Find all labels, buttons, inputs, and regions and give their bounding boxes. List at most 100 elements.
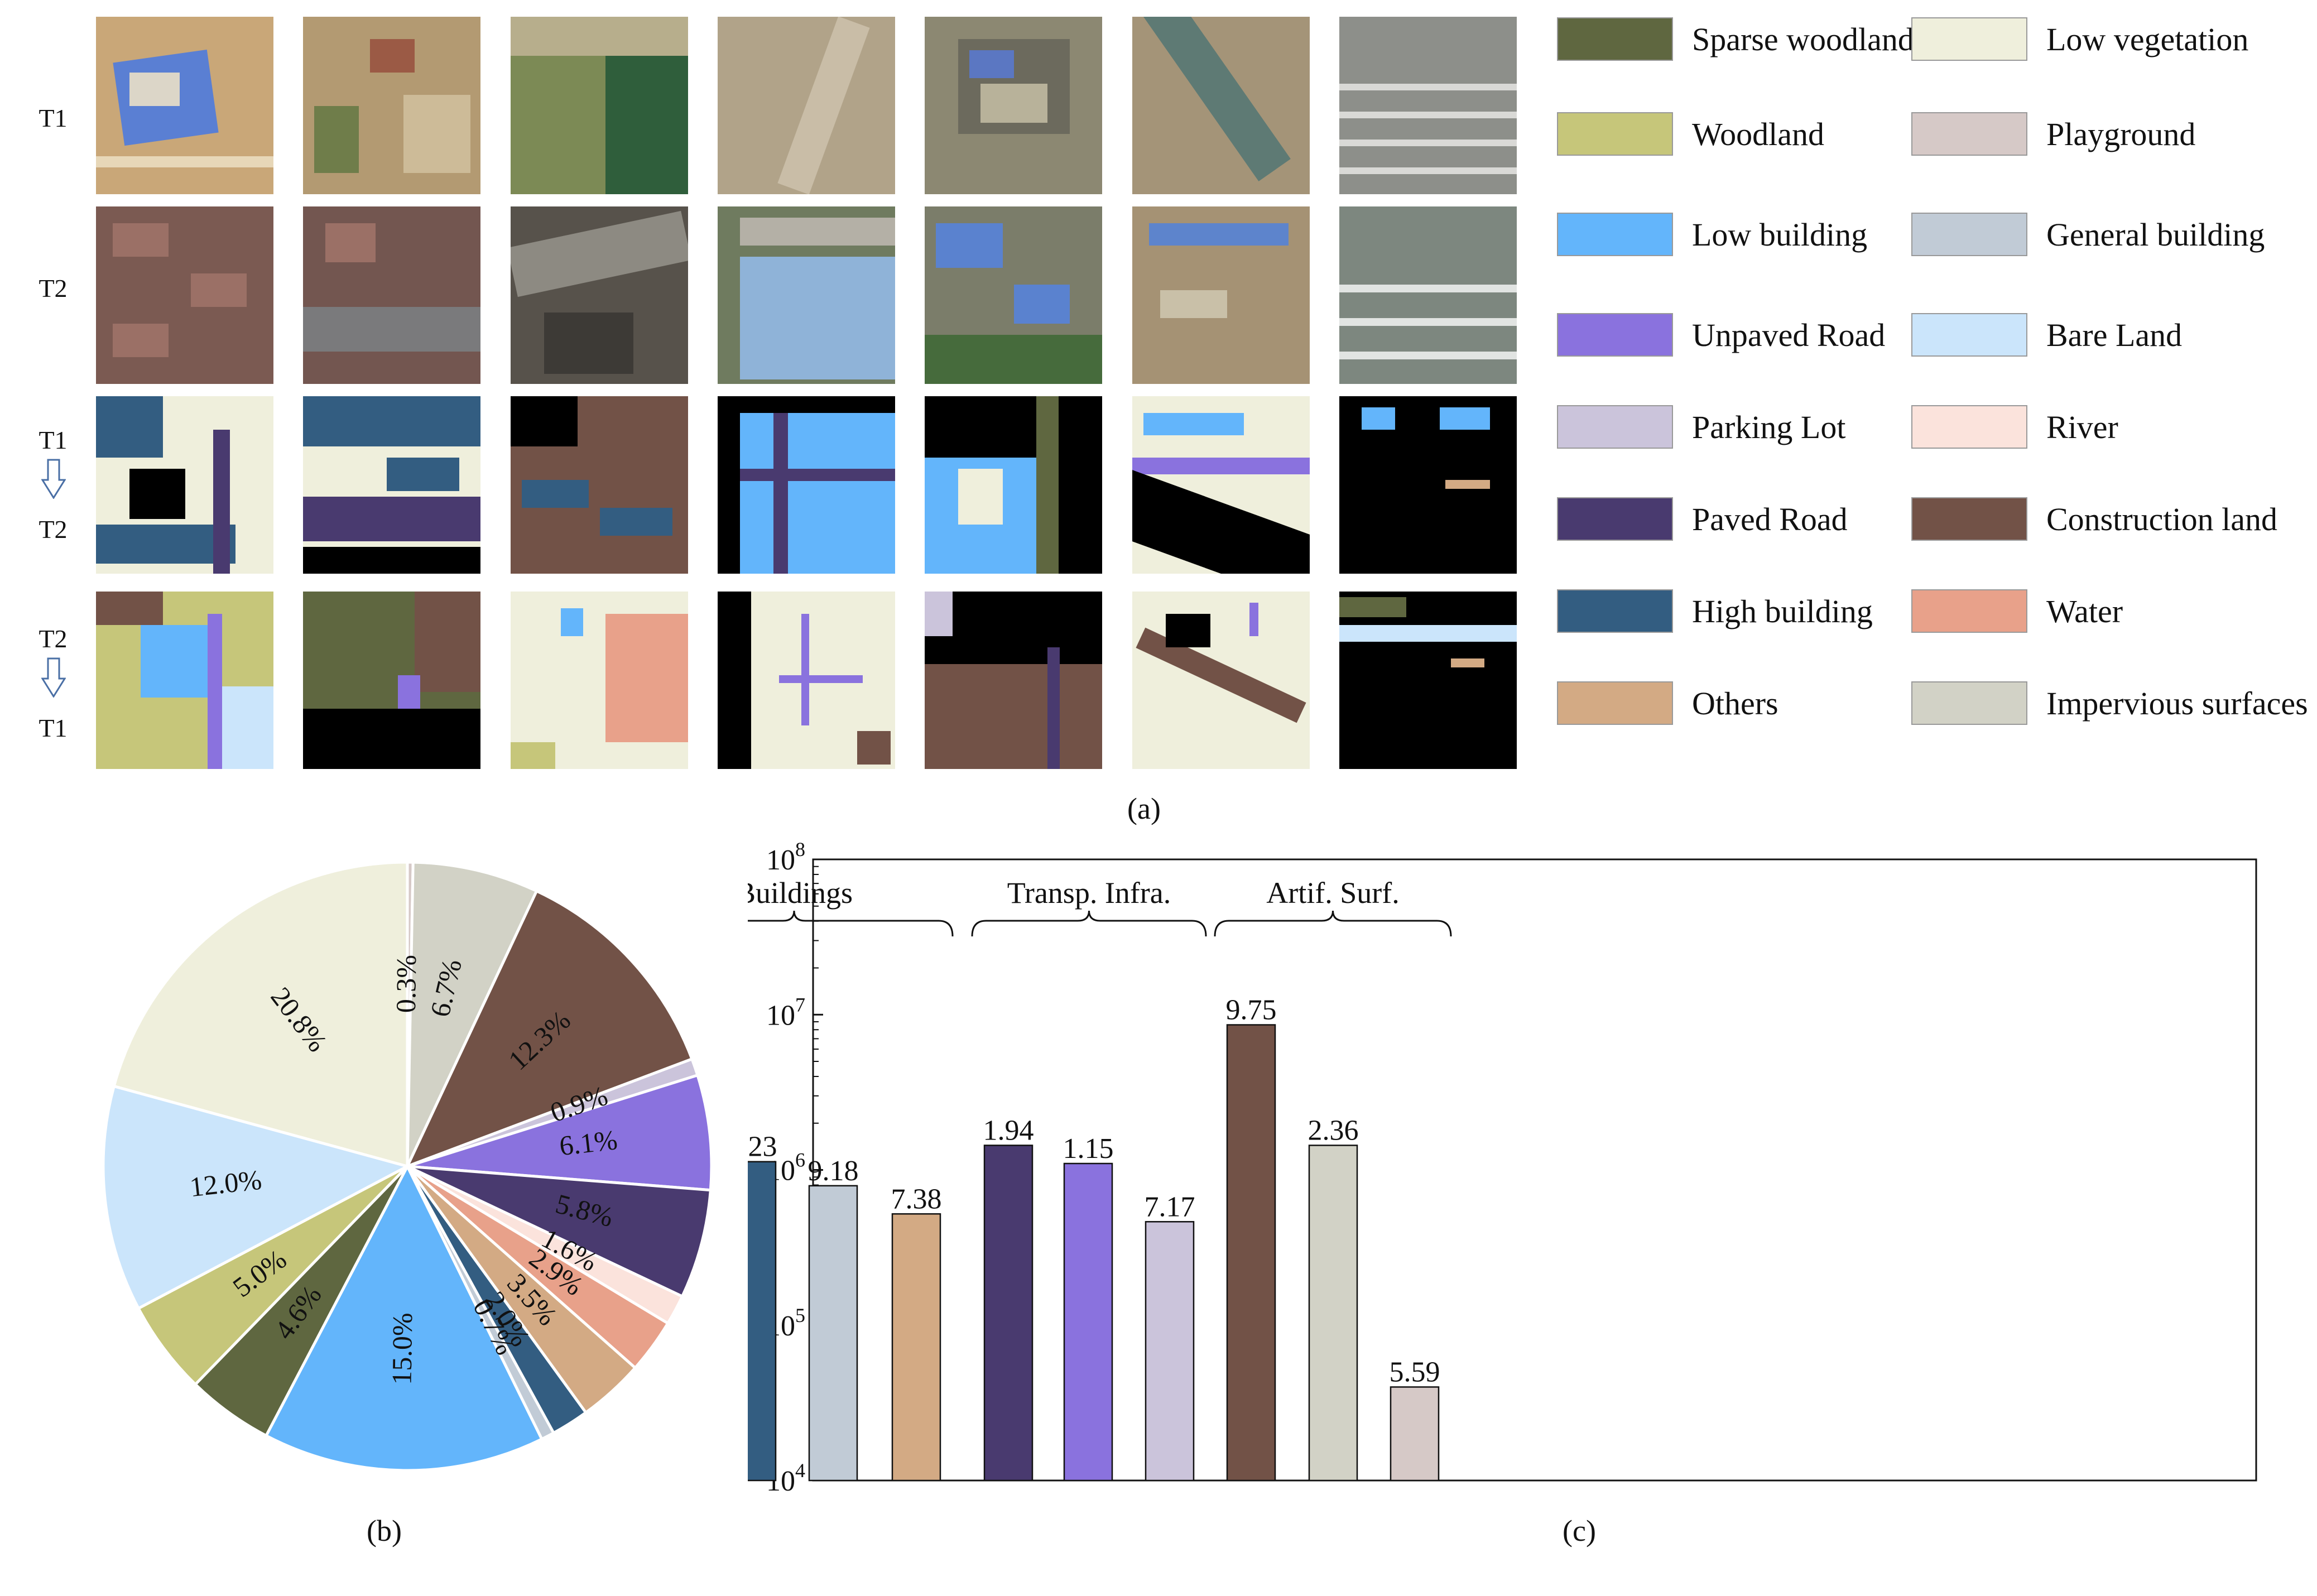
satellite-image-t2 — [718, 206, 895, 384]
change-map-t2-to-t1 — [925, 592, 1102, 769]
legend-label: River — [2046, 408, 2118, 445]
legend-item: Woodland — [1557, 110, 1824, 157]
legend-label: Impervious surfaces — [2046, 685, 2308, 722]
legend-label: Playground — [2046, 116, 2196, 152]
change-map-t2-to-t1 — [511, 592, 688, 769]
bar — [1390, 1386, 1440, 1482]
satellite-image-t1 — [1132, 17, 1310, 194]
row-label-t1-top: T1 — [39, 426, 68, 454]
y-tick-label: 108 — [766, 838, 805, 876]
bar — [983, 1145, 1033, 1482]
legend-label: Bare Land — [2046, 316, 2183, 353]
change-map-t2-to-t1 — [303, 592, 480, 769]
legend-item: Others — [1557, 680, 1778, 727]
legend-item: Construction land — [1911, 496, 2277, 542]
y-tick-label: 107 — [766, 993, 805, 1031]
satellite-image-t1 — [718, 17, 895, 194]
change-map-t1-to-t2 — [925, 396, 1102, 574]
row-label-t2: T2 — [39, 274, 68, 302]
change-map-t1-to-t2 — [511, 396, 688, 574]
satellite-image-t1 — [96, 17, 273, 194]
legend-label: Others — [1692, 685, 1778, 722]
panel-a-caption: (a) — [1127, 792, 1161, 825]
change-map-t1-to-t2 — [1339, 396, 1517, 574]
bar — [748, 1161, 777, 1482]
group-brace — [1214, 910, 1452, 937]
pie-slice-label: 0.3% — [390, 955, 422, 1013]
pie-slice — [102, 1084, 411, 1310]
group-brace — [748, 910, 954, 937]
down-arrow-icon — [41, 459, 66, 499]
legend-label: Water — [2046, 593, 2123, 629]
bar-value-label: 5.59 — [1390, 1356, 1440, 1388]
legend-item: Paved Road — [1557, 496, 1848, 542]
pie-slice — [406, 861, 539, 1167]
legend-label: General building — [2046, 216, 2265, 253]
satellite-image-t2 — [1339, 206, 1517, 384]
bar-value-label: 9.75 — [1226, 994, 1277, 1026]
group-label: Transp. Infra. — [1007, 876, 1171, 910]
bar-value-label: 1.15 — [1063, 1133, 1114, 1165]
satellite-image-t1 — [511, 17, 688, 194]
legend-swatch — [1911, 313, 2027, 357]
pie-slice — [406, 1165, 713, 1299]
satellite-image-t2 — [96, 206, 273, 384]
legend-item: Water — [1911, 588, 2123, 634]
change-map-t1-to-t2 — [303, 396, 480, 574]
legend-swatch — [1911, 681, 2027, 725]
legend-label: Sparse woodland — [1692, 21, 1914, 57]
satellite-image-t2 — [1132, 206, 1310, 384]
legend-item: Bare Land — [1911, 311, 2182, 358]
legend-label: Woodland — [1692, 116, 1824, 152]
change-map-t1-to-t2 — [96, 396, 273, 574]
pie-slice — [193, 1165, 409, 1438]
down-arrow-icon — [41, 657, 66, 698]
legend-item: Parking Lot — [1557, 403, 1845, 450]
change-map-t2-to-t1 — [1339, 592, 1517, 769]
legend-swatch — [1557, 17, 1673, 61]
bar-value-label: 9.18 — [808, 1155, 859, 1187]
satellite-image-t2 — [303, 206, 480, 384]
pie-slice-label: 15.0% — [386, 1313, 419, 1385]
legend-label: Low vegetation — [2046, 21, 2249, 57]
legend-swatch — [1557, 313, 1673, 357]
bar-value-label: 7.17 — [1145, 1191, 1195, 1223]
y-tick-exponent: 4 — [795, 1459, 805, 1482]
pie-chart-caption: (b) — [367, 1514, 402, 1547]
bar-value-label: 2.36 — [1308, 1114, 1359, 1146]
bar — [1226, 1024, 1276, 1482]
legend-swatch — [1557, 589, 1673, 633]
legend-swatch — [1911, 497, 2027, 541]
row-label-t1-bottom: T1 — [39, 714, 68, 742]
legend-label: Low building — [1692, 216, 1868, 253]
legend-item: High building — [1557, 588, 1873, 634]
satellite-image-t1 — [303, 17, 480, 194]
bar — [808, 1185, 858, 1482]
legend-item: Sparse woodland — [1557, 16, 1914, 63]
legend-item: Unpaved Road — [1557, 311, 1885, 358]
change-map-t2-to-t1 — [1132, 592, 1310, 769]
legend-item: Playground — [1911, 110, 2195, 157]
y-tick-exponent: 5 — [795, 1304, 805, 1326]
group-label: Buildings — [748, 876, 853, 910]
legend-swatch — [1557, 497, 1673, 541]
y-tick-exponent: 6 — [795, 1149, 805, 1171]
bar-value-label: 7.38 — [891, 1183, 942, 1215]
satellite-image-t2 — [511, 206, 688, 384]
pie-slice — [407, 1073, 713, 1192]
bar — [891, 1213, 941, 1482]
legend-swatch — [1911, 589, 2027, 633]
y-tick-base: 10 — [766, 844, 795, 876]
legend-swatch — [1557, 213, 1673, 256]
legend-item: River — [1911, 403, 2118, 450]
bar — [1063, 1162, 1113, 1482]
row-label-t2-top: T2 — [39, 624, 68, 653]
bar-value-label: 1.23 — [748, 1131, 777, 1163]
change-map-t2-to-t1 — [718, 592, 895, 769]
legend-label: High building — [1692, 593, 1873, 629]
bar — [1145, 1221, 1195, 1482]
legend-swatch — [1557, 405, 1673, 449]
legend-swatch — [1911, 112, 2027, 156]
legend-swatch — [1557, 681, 1673, 725]
